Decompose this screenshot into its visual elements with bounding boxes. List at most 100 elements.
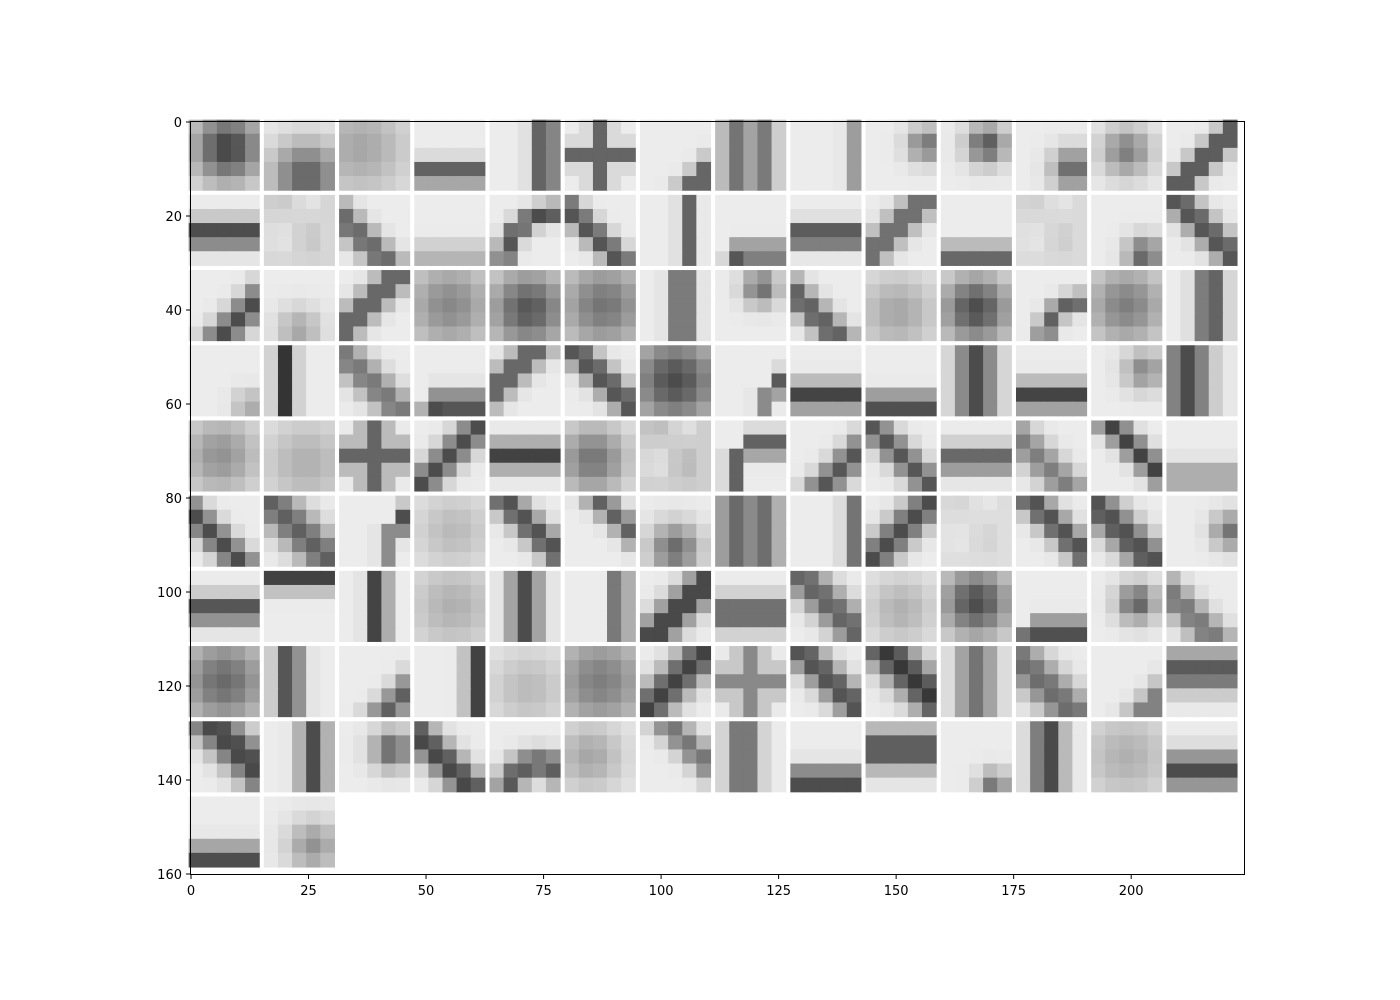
feature-patch bbox=[1016, 721, 1088, 793]
feature-patch bbox=[715, 495, 787, 567]
feature-patch bbox=[263, 495, 335, 567]
feature-patch bbox=[414, 270, 486, 342]
y-tick-label: 60 bbox=[165, 398, 182, 413]
feature-patch bbox=[489, 570, 561, 642]
feature-patch bbox=[1091, 570, 1163, 642]
feature-patch bbox=[263, 646, 335, 718]
x-axis: 0 25 50 75 100 125 150 175 200 bbox=[187, 874, 1144, 899]
feature-patch bbox=[564, 495, 636, 567]
feature-patch bbox=[564, 194, 636, 266]
feature-patch bbox=[489, 194, 561, 266]
feature-patch bbox=[1016, 420, 1088, 492]
feature-patch bbox=[790, 420, 862, 492]
feature-patch bbox=[1016, 119, 1088, 191]
feature-patch bbox=[1166, 194, 1238, 266]
feature-patch bbox=[263, 345, 335, 417]
feature-patch bbox=[940, 270, 1012, 342]
feature-patch bbox=[790, 119, 862, 191]
feature-patch bbox=[489, 119, 561, 191]
feature-patch bbox=[489, 721, 561, 793]
feature-patch bbox=[865, 570, 937, 642]
feature-patch bbox=[263, 194, 335, 266]
feature-patch bbox=[263, 119, 335, 191]
feature-patch bbox=[940, 345, 1012, 417]
feature-patch bbox=[1166, 119, 1238, 191]
feature-patch bbox=[1016, 194, 1088, 266]
feature-patch bbox=[639, 420, 712, 492]
feature-patch bbox=[1166, 495, 1238, 567]
feature-patch bbox=[339, 570, 411, 642]
feature-patch bbox=[715, 345, 787, 417]
feature-patch bbox=[414, 495, 486, 567]
feature-patch bbox=[564, 420, 636, 492]
feature-patch bbox=[1091, 420, 1163, 492]
y-tick-label: 140 bbox=[157, 774, 182, 789]
y-tick-label: 20 bbox=[165, 210, 182, 225]
feature-patch bbox=[715, 194, 787, 266]
feature-patch bbox=[639, 345, 712, 417]
feature-patch bbox=[715, 420, 787, 492]
feature-patch bbox=[865, 495, 937, 567]
y-tick-label: 0 bbox=[174, 116, 182, 131]
feature-patch bbox=[564, 646, 636, 718]
feature-patch bbox=[639, 119, 712, 191]
feature-patch bbox=[1091, 345, 1163, 417]
feature-patch bbox=[414, 646, 486, 718]
feature-patch bbox=[865, 345, 937, 417]
feature-patch bbox=[639, 194, 712, 266]
x-tick-label: 200 bbox=[1119, 884, 1144, 899]
feature-patch bbox=[865, 194, 937, 266]
feature-patch bbox=[1091, 721, 1163, 793]
feature-patch bbox=[639, 270, 712, 342]
feature-patch bbox=[790, 270, 862, 342]
x-tick-label: 125 bbox=[766, 884, 791, 899]
feature-patch bbox=[339, 194, 411, 266]
feature-patch bbox=[940, 495, 1012, 567]
feature-patch bbox=[263, 570, 335, 642]
x-tick-label: 50 bbox=[418, 884, 435, 899]
feature-patch bbox=[639, 721, 712, 793]
feature-patch bbox=[865, 646, 937, 718]
feature-patch bbox=[188, 194, 260, 266]
feature-patch bbox=[339, 420, 411, 492]
y-tick-label: 40 bbox=[165, 304, 182, 319]
feature-patch bbox=[339, 345, 411, 417]
feature-patch bbox=[639, 495, 712, 567]
patch-grid bbox=[188, 119, 1238, 868]
feature-patch bbox=[940, 119, 1012, 191]
feature-patch bbox=[865, 420, 937, 492]
feature-patch bbox=[1016, 345, 1088, 417]
feature-patch bbox=[715, 646, 787, 718]
feature-patch bbox=[339, 270, 411, 342]
feature-patch bbox=[1166, 646, 1238, 718]
feature-patch bbox=[188, 570, 260, 642]
feature-patch bbox=[639, 646, 712, 718]
feature-patch bbox=[790, 721, 862, 793]
feature-patch bbox=[715, 721, 787, 793]
feature-patch bbox=[188, 721, 260, 793]
feature-patch bbox=[1091, 194, 1163, 266]
y-tick-label: 120 bbox=[157, 680, 182, 695]
feature-patch bbox=[790, 345, 862, 417]
feature-patch bbox=[339, 495, 411, 567]
feature-patch bbox=[715, 270, 787, 342]
feature-patch bbox=[1166, 721, 1238, 793]
feature-patch bbox=[188, 420, 260, 492]
feature-patch bbox=[790, 570, 862, 642]
feature-patch bbox=[489, 345, 561, 417]
feature-patch bbox=[1166, 570, 1238, 642]
x-tick-label: 100 bbox=[649, 884, 674, 899]
feature-patch bbox=[414, 721, 486, 793]
feature-patch bbox=[564, 270, 636, 342]
feature-patch bbox=[715, 119, 787, 191]
feature-patch bbox=[940, 721, 1012, 793]
x-tick-label: 150 bbox=[884, 884, 909, 899]
feature-patch bbox=[865, 721, 937, 793]
feature-patch bbox=[188, 646, 260, 718]
feature-patch bbox=[790, 646, 862, 718]
feature-patch bbox=[790, 194, 862, 266]
feature-patch bbox=[564, 119, 636, 191]
feature-patch bbox=[414, 119, 486, 191]
feature-patch bbox=[263, 270, 335, 342]
